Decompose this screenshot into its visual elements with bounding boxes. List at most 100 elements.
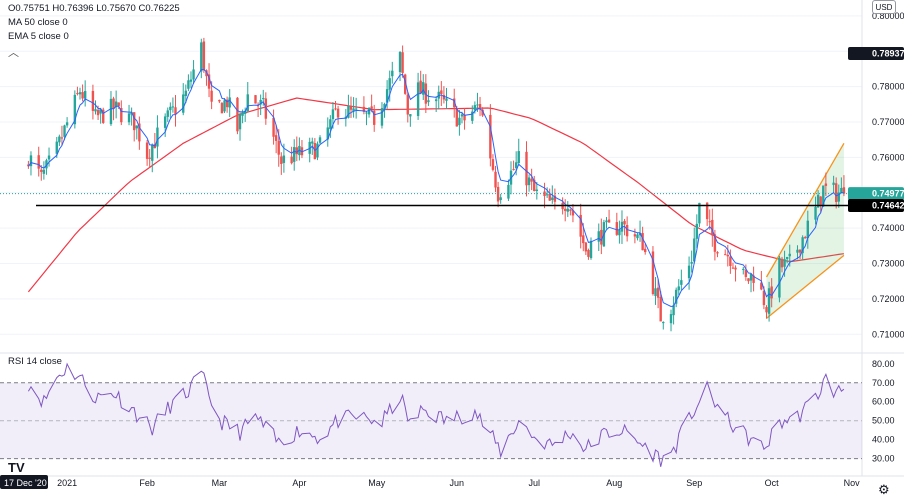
candle xyxy=(40,165,43,181)
candle xyxy=(605,217,608,229)
candle xyxy=(698,202,701,228)
candle xyxy=(569,208,572,216)
candle xyxy=(442,86,446,104)
price-levels xyxy=(0,193,862,207)
candle xyxy=(416,72,420,120)
candle xyxy=(690,250,693,273)
candle xyxy=(445,87,448,110)
candle xyxy=(76,86,79,96)
candle xyxy=(174,95,177,127)
candle xyxy=(135,125,138,140)
candle xyxy=(662,321,665,330)
time-tick-label: Jul xyxy=(528,478,540,488)
candle xyxy=(354,97,358,119)
gear-icon[interactable]: ⚙ xyxy=(878,482,890,497)
candle xyxy=(804,235,807,239)
candle xyxy=(264,92,268,125)
candle xyxy=(388,70,391,102)
candle xyxy=(228,89,231,118)
ma50-legend[interactable]: MA 50 close 0 xyxy=(8,17,68,28)
candle xyxy=(120,100,123,126)
candle xyxy=(365,110,368,126)
candle xyxy=(391,61,394,84)
candle xyxy=(463,108,466,130)
collapse-legend-icon[interactable]: ︿ xyxy=(8,47,19,59)
rsi-legend[interactable]: RSI 14 close xyxy=(8,356,62,367)
candle xyxy=(724,249,727,256)
candle xyxy=(669,309,673,332)
candle xyxy=(65,117,69,128)
candle xyxy=(220,101,224,114)
time-tick-label: May xyxy=(368,478,386,488)
candle xyxy=(589,237,593,260)
candle xyxy=(401,45,404,78)
candle xyxy=(58,134,61,147)
candle xyxy=(225,96,229,113)
candle xyxy=(545,187,549,198)
candle xyxy=(409,114,412,127)
candle xyxy=(494,165,497,193)
candle xyxy=(182,83,185,116)
rsi-path xyxy=(27,362,845,467)
candle xyxy=(236,97,239,135)
candle xyxy=(202,37,206,73)
candle xyxy=(458,109,461,136)
candle xyxy=(81,84,84,102)
candle xyxy=(749,273,753,293)
candle xyxy=(623,218,626,236)
candle xyxy=(752,266,755,292)
candle xyxy=(427,90,430,107)
candle xyxy=(687,256,691,290)
candle xyxy=(726,244,729,267)
currency-selector[interactable]: USD xyxy=(872,0,896,14)
candle xyxy=(814,196,817,225)
candle xyxy=(138,116,141,150)
candle xyxy=(373,104,376,132)
time-tick-label: 17 Dec '20 xyxy=(4,478,47,488)
price-badge: 0.74977 xyxy=(848,187,904,201)
time-tick-label: Feb xyxy=(139,478,155,488)
candle xyxy=(300,139,304,159)
candle xyxy=(151,143,154,173)
ema5-line xyxy=(27,68,844,308)
candle xyxy=(272,109,275,145)
candle xyxy=(695,214,699,249)
candle xyxy=(184,84,188,103)
candle xyxy=(171,97,175,113)
candle xyxy=(785,256,789,264)
candle xyxy=(453,88,456,118)
candle xyxy=(796,245,799,260)
price-tick-label: 0.77000 xyxy=(872,117,904,127)
channel-fill xyxy=(766,143,844,319)
candle xyxy=(801,235,804,260)
candle xyxy=(274,124,278,154)
price-tick-label: 0.76000 xyxy=(872,152,904,162)
time-tick-label: Sep xyxy=(686,478,702,488)
candle xyxy=(636,232,639,241)
candle xyxy=(94,100,97,115)
rsi-tick-label: 50.00 xyxy=(872,416,895,426)
candle xyxy=(318,135,322,145)
ema5-path xyxy=(27,68,844,308)
candle xyxy=(367,107,371,118)
rsi-tick-label: 70.00 xyxy=(872,378,895,388)
candle xyxy=(834,177,838,209)
candle xyxy=(491,154,495,172)
ema5-legend[interactable]: EMA 5 close 0 xyxy=(8,31,69,42)
candle xyxy=(507,179,510,202)
candle xyxy=(659,291,662,322)
candle xyxy=(102,107,105,124)
candle xyxy=(840,177,843,194)
candle xyxy=(290,146,293,165)
candle xyxy=(579,203,582,249)
candle xyxy=(334,100,337,111)
candle xyxy=(73,90,77,129)
candle xyxy=(644,243,647,255)
price-tick-label: 0.78000 xyxy=(872,82,904,92)
candle xyxy=(651,246,655,296)
rsi-line xyxy=(27,362,845,467)
candle xyxy=(406,92,409,123)
candle xyxy=(672,296,675,325)
candle xyxy=(734,265,737,282)
